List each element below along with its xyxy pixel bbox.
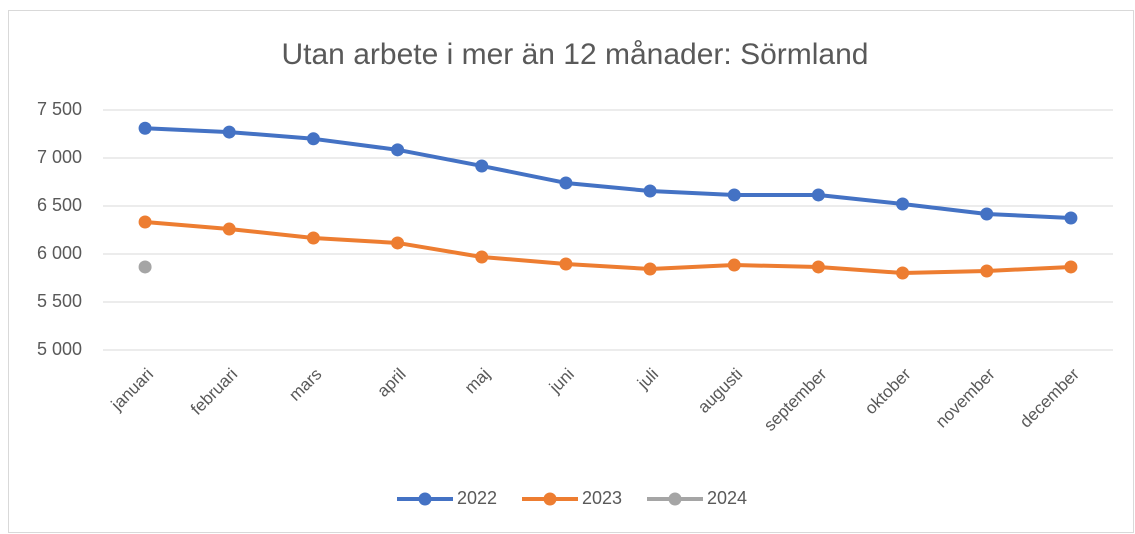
series-line (143, 126, 1073, 220)
y-tick-label: 5 500 (37, 291, 82, 311)
data-point (980, 207, 994, 221)
legend-marker (668, 492, 682, 506)
legend-label: 2024 (707, 488, 747, 508)
y-tick-label: 6 500 (37, 195, 82, 215)
data-point (306, 231, 320, 245)
data-point (222, 222, 236, 236)
data-point (1064, 260, 1078, 274)
data-point (475, 159, 489, 173)
data-point (138, 215, 152, 229)
data-point (1064, 211, 1078, 225)
y-tick-label: 5 000 (37, 339, 82, 359)
data-point (391, 236, 405, 250)
y-tick-label: 7 500 (37, 99, 82, 119)
series-line (143, 220, 1073, 276)
legend-label: 2022 (457, 488, 497, 508)
legend-marker (543, 492, 557, 506)
data-point (643, 184, 657, 198)
chart-title: Utan arbete i mer än 12 månader: Sörmlan… (282, 38, 869, 71)
data-point (222, 125, 236, 139)
data-point (138, 121, 152, 135)
data-point (980, 264, 994, 278)
data-point (811, 188, 825, 202)
data-point (811, 260, 825, 274)
data-point (391, 143, 405, 157)
data-point (559, 257, 573, 271)
y-tick-label: 6 000 (37, 243, 82, 263)
y-tick-label: 7 000 (37, 147, 82, 167)
legend-marker (418, 492, 432, 506)
data-point (475, 250, 489, 264)
legend-label: 2023 (582, 488, 622, 508)
data-point (896, 197, 910, 211)
data-point (559, 176, 573, 190)
data-point (727, 258, 741, 272)
data-point (306, 132, 320, 146)
data-point (727, 188, 741, 202)
data-point (896, 266, 910, 280)
data-point (643, 262, 657, 276)
data-point (138, 260, 152, 274)
